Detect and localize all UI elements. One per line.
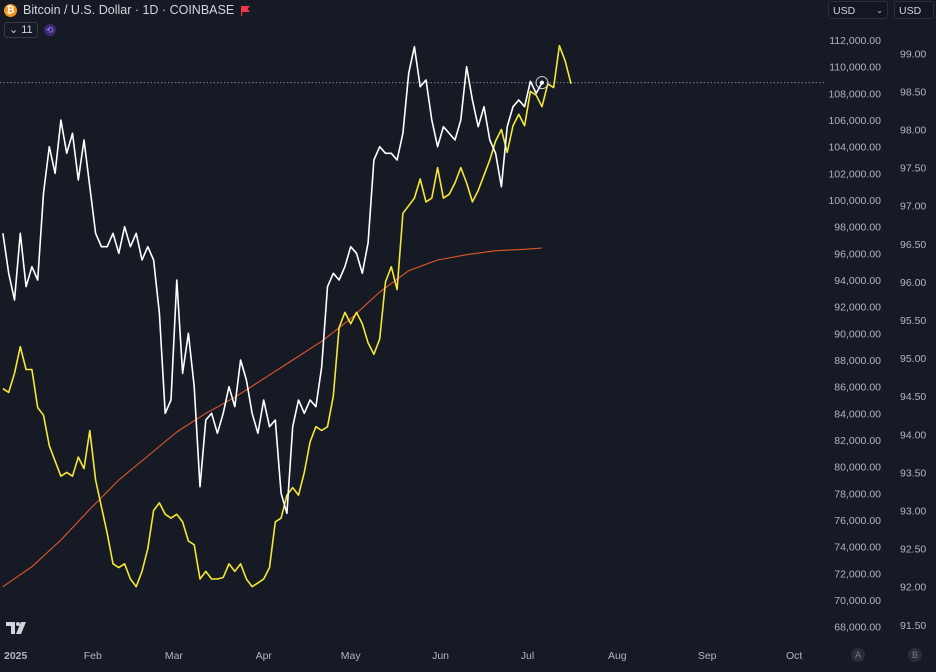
right-axis-tick-label: 95.00 — [900, 353, 926, 365]
currency-label-right: USD — [899, 5, 922, 17]
x-axis-tick-label: Aug — [608, 650, 627, 662]
left-axis-tick-label: 78,000.00 — [834, 488, 881, 500]
left-axis-tick-label: 80,000.00 — [834, 462, 881, 474]
right-axis-tick-label: 98.00 — [900, 125, 926, 137]
chevron-down-icon: ⌄ — [876, 6, 883, 15]
symbol-title[interactable]: Bitcoin / U.S. Dollar · 1D · COINBASE — [23, 3, 235, 17]
right-axis-tick-label: 93.00 — [900, 505, 926, 517]
comparison-line — [2, 44, 572, 588]
left-axis-tick-label: 110,000.00 — [829, 62, 881, 74]
left-axis-tick-label: 108,000.00 — [828, 88, 881, 100]
right-axis-tick-label: 97.00 — [900, 201, 926, 213]
flag-icon[interactable] — [240, 5, 251, 16]
bitcoin-icon: ₿ — [4, 3, 17, 17]
btc-price-line — [2, 45, 543, 515]
left-axis-tick-label: 106,000.00 — [828, 115, 881, 127]
left-axis-tick-label: 96,000.00 — [834, 248, 881, 260]
tradingview-logo-icon — [6, 622, 26, 634]
left-axis-tick-label: 104,000.00 — [828, 142, 881, 154]
currency-select-right[interactable]: USD — [894, 1, 934, 19]
right-axis-tick-label: 94.50 — [900, 391, 926, 403]
left-axis-tick-label: 74,000.00 — [834, 542, 881, 554]
indicator-toggle[interactable]: ⌄ 11 — [4, 22, 38, 38]
left-axis-tick-label: 98,000.00 — [834, 222, 881, 234]
auto-scale-button[interactable]: A — [851, 648, 865, 662]
left-axis-tick-label: 82,000.00 — [834, 435, 881, 447]
currency-label-left: USD — [833, 5, 856, 17]
x-axis-tick-label: May — [341, 650, 362, 662]
x-axis-tick-label: Mar — [165, 650, 184, 662]
chevron-down-icon: ⌄ — [9, 24, 19, 36]
right-axis-tick-label: 98.50 — [900, 86, 926, 98]
left-axis-tick-label: 84,000.00 — [834, 408, 881, 420]
x-axis-tick-label: Apr — [256, 650, 273, 662]
right-axis-tick-label: 92.50 — [900, 544, 926, 556]
x-axis-tick-label: Jul — [521, 650, 534, 662]
right-axis-tick-label: 94.00 — [900, 429, 926, 441]
last-price-marker[interactable] — [535, 76, 549, 90]
currency-select-left[interactable]: USD ⌄ — [828, 1, 888, 19]
left-axis-tick-label: 86,000.00 — [834, 382, 881, 394]
right-axis-tick-label: 91.50 — [900, 620, 926, 632]
right-axis-tick-label: 97.50 — [900, 163, 926, 175]
left-axis-tick-label: 102,000.00 — [828, 168, 881, 180]
left-axis-tick-label: 100,000.00 — [828, 195, 881, 207]
right-axis-tick-label: 92.00 — [900, 582, 926, 594]
right-axis-tick-label: 96.00 — [900, 277, 926, 289]
right-axis-tick-label: 93.50 — [900, 467, 926, 479]
x-axis-tick-label: 2025 — [4, 650, 28, 662]
sync-icon[interactable]: ⟲ — [43, 24, 56, 36]
x-axis-tick-label: Feb — [84, 650, 102, 662]
right-axis-tick-label: 96.50 — [900, 239, 926, 251]
indicator-bar: ⌄ 11 ⟲ — [4, 22, 56, 38]
right-scale-button[interactable]: B — [908, 648, 922, 662]
left-axis-tick-label: 68,000.00 — [834, 622, 881, 634]
x-axis-tick-label: Jun — [432, 650, 449, 662]
left-axis-tick-label: 76,000.00 — [834, 515, 881, 527]
moving-average-line — [2, 247, 543, 588]
left-axis-tick-label: 88,000.00 — [834, 355, 881, 367]
x-axis-tick-label: Oct — [786, 650, 802, 662]
left-axis-tick-label: 92,000.00 — [834, 302, 881, 314]
right-axis-tick-label: 99.00 — [900, 48, 926, 60]
x-axis-tick-label: Sep — [698, 650, 717, 662]
left-axis-tick-label: 72,000.00 — [834, 568, 881, 580]
chart-header: ₿ Bitcoin / U.S. Dollar · 1D · COINBASE — [4, 3, 251, 17]
left-axis-tick-label: 94,000.00 — [834, 275, 881, 287]
left-axis-tick-label: 90,000.00 — [834, 328, 881, 340]
left-axis-tick-label: 70,000.00 — [834, 595, 881, 607]
last-price-dot — [539, 80, 544, 85]
left-axis-tick-label: 112,000.00 — [829, 35, 881, 47]
indicator-count: 11 — [21, 24, 33, 36]
right-axis-tick-label: 95.50 — [900, 315, 926, 327]
